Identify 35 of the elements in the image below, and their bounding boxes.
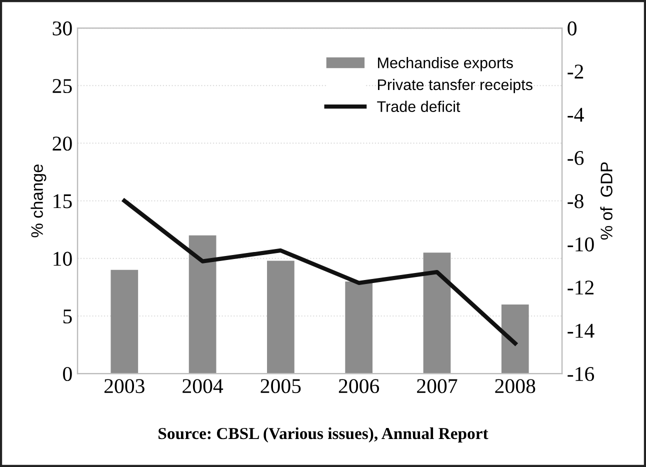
bar	[110, 270, 138, 374]
bar	[501, 304, 529, 374]
y-tick-label: 10	[54, 252, 72, 266]
x-tick-label: 2003	[104, 379, 144, 394]
source-note: Source: CBSL (Various issues), Annual Report	[158, 427, 488, 443]
y-tick-label: 25	[52, 79, 72, 94]
y-tick-label: 0	[63, 366, 72, 382]
y2-tick-label: -10	[568, 237, 594, 252]
y2-tick-label: -14	[568, 324, 594, 338]
bar	[188, 235, 216, 374]
legend-label: Trade deficit	[377, 100, 460, 112]
legend-label: Mechandise exports	[378, 57, 513, 72]
x-tick-label: 2008	[495, 379, 536, 394]
bar	[267, 260, 294, 374]
y2-tick-label: -8	[568, 194, 584, 208]
x-tick-label: 2005	[260, 379, 301, 394]
y2-axis-title: % of GDP	[600, 162, 612, 240]
x-tick-label: 2004	[182, 379, 224, 394]
bar	[345, 281, 373, 374]
y2-tick-label: -2	[568, 64, 584, 78]
x-tick-label: 2007	[417, 379, 458, 394]
y2-tick-label: 0	[568, 21, 577, 36]
line-series	[122, 198, 518, 346]
x-tick-label: 2006	[338, 379, 380, 394]
y-tick-label: 30	[52, 21, 72, 36]
bar	[423, 252, 451, 374]
legend-label: Private tansfer receipts	[378, 78, 532, 94]
y-axis-title: % change	[30, 164, 46, 238]
y-tick-label: 20	[52, 136, 72, 151]
y2-tick-label: -6	[568, 151, 584, 166]
y2-tick-label: -16	[568, 367, 594, 382]
y2-tick-label: -4	[568, 108, 584, 122]
y-tick-label: 5	[63, 310, 72, 324]
y2-tick-label: -12	[568, 280, 594, 294]
y-tick-label: 15	[54, 194, 72, 208]
